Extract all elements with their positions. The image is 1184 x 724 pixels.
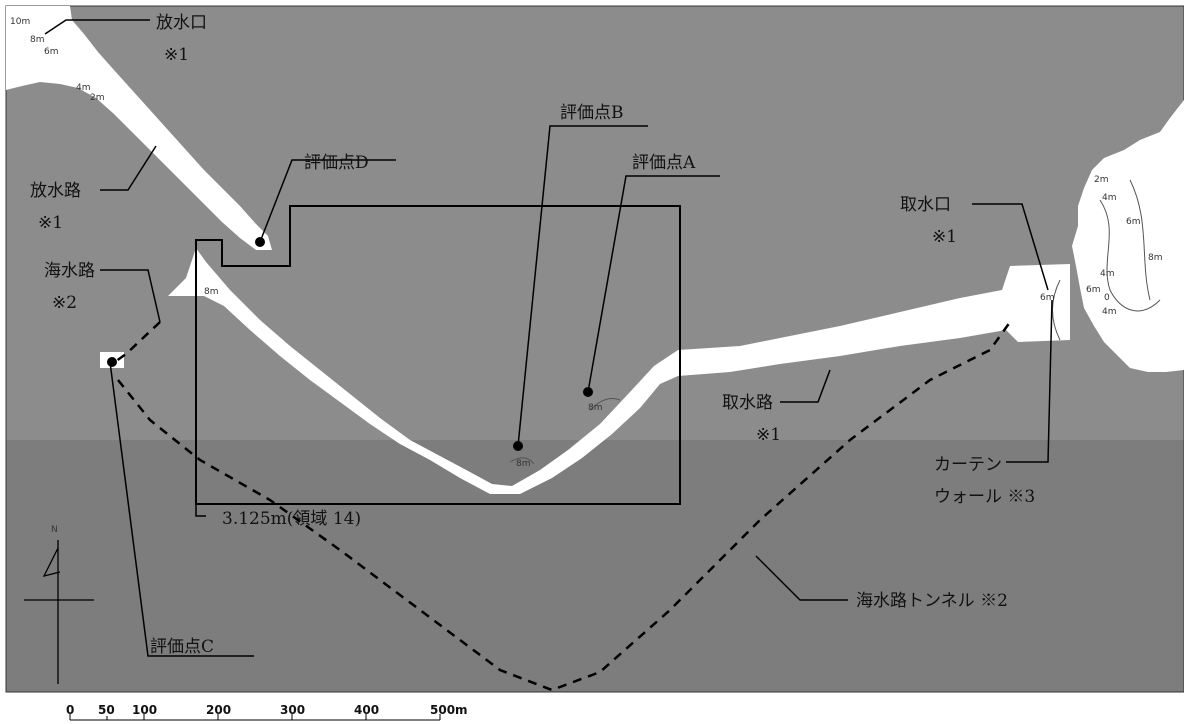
intake-note: ※1 [932,227,957,247]
contour-lines [509,179,1161,465]
evaluation-point-b-marker [513,441,523,451]
contour-label-8m-a: 8m [588,403,603,413]
contour-label-6m-intake: 6m [1040,293,1055,303]
intake-channel-label: 取水路 [722,393,773,413]
contour-label-4m: 4m [76,83,91,93]
contour-label-6m-e2: 6m [1086,285,1101,295]
evaluation-point-a-label: 評価点A [632,153,696,173]
outlet-note: ※1 [164,45,189,65]
evaluation-point-a-marker [583,387,593,397]
scale-tick-500m: 500m [430,703,468,717]
curtain-wall-label-2: ウォール ※3 [934,487,1035,507]
region-boundary [195,205,681,505]
leader-lines [44,19,1053,657]
scale-tick-300: 300 [280,703,305,717]
sea-area-lower [6,440,1184,692]
sea-area-upper [6,6,1184,440]
contour-label-2m-e: 2m [1094,175,1109,185]
seawater-channel-label: 海水路 [44,261,95,281]
contour-label-0-e: 0 [1104,293,1110,303]
scale-tick-50: 50 [98,703,115,717]
contour-label-6m: 6m [44,47,59,57]
contour-label-8m-b: 8m [516,459,531,469]
contour-label-8m-e: 8m [1148,253,1163,263]
north-arrow-icon [24,540,94,684]
scale-tick-0: 0 [66,703,74,717]
evaluation-point-b-label: 評価点B [560,103,624,123]
curtain-wall-label-1: カーテン [934,455,1002,475]
scale-bar [69,714,441,721]
contour-label-4m-e: 4m [1102,193,1117,203]
seawater-tunnel-label: 海水路トンネル ※2 [856,591,1008,611]
map-frame [5,5,1184,693]
evaluation-point-d-marker [255,237,265,247]
outlet-label: 放水口 [156,13,207,33]
seawater-channel-note: ※2 [52,293,77,313]
intake-channel [678,264,1070,376]
contour-label-10m: 10m [10,17,30,27]
intake-channel-note: ※1 [756,425,781,445]
contour-label-6m-e: 6m [1126,217,1141,227]
intake-label: 取水口 [900,195,951,215]
outlet-land [6,6,272,250]
outlet-channel-note: ※1 [38,213,63,233]
seawater-tunnel-path [111,321,1012,692]
outlet-channel-label: 放水路 [30,181,81,201]
north-label: N [51,525,58,535]
contour-label-2m: 2m [90,93,105,103]
region-label: 3.125m(領域 14) [222,509,361,529]
contour-label-4m-e2: 4m [1100,269,1115,279]
contour-label-8m: 8m [30,35,45,45]
contour-label-4m-e3: 4m [1102,307,1117,317]
scale-tick-100: 100 [132,703,157,717]
scale-tick-400: 400 [354,703,379,717]
evaluation-point-d-label: 評価点D [304,153,369,173]
evaluation-point-c-label: 評価点C [150,637,214,657]
scale-tick-200: 200 [206,703,231,717]
contour-label-8m-d: 8m [204,287,219,297]
evaluation-point-c-marker [107,357,117,367]
